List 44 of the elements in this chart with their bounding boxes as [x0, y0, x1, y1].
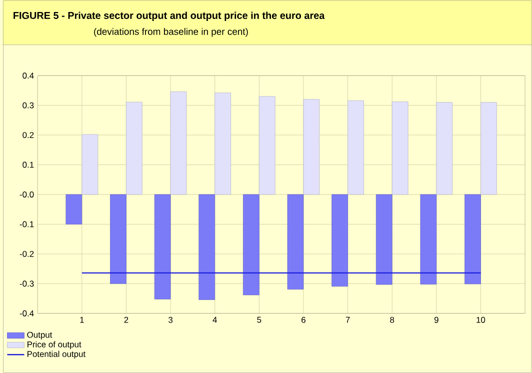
- bar: [214, 92, 231, 195]
- y-tick-label: 0.2: [22, 132, 34, 138]
- x-tick-label: 4: [212, 316, 217, 323]
- y-tick-label: -0.3: [20, 280, 34, 287]
- y-tick-label: 0.4: [22, 72, 34, 79]
- x-tick-label: 7: [346, 316, 350, 323]
- legend-label: Output: [27, 332, 52, 340]
- bar: [332, 194, 348, 287]
- legend-label: Price of output: [27, 341, 82, 350]
- chart-title: FIGURE 5 - Private sector output and output price in the euro area: [14, 12, 325, 21]
- bar: [420, 194, 437, 284]
- bar: [348, 100, 364, 195]
- bar: [258, 96, 276, 195]
- chart-subtitle: (deviations from baseline in per cent): [94, 28, 248, 37]
- y-tick-label: -0.4: [20, 310, 34, 316]
- bar: [126, 102, 142, 195]
- y-tick-label: -0.0: [20, 191, 34, 198]
- y-tick-label: -0.1: [20, 221, 34, 228]
- y-tick-label: 0.1: [22, 162, 34, 168]
- x-tick-label: 8: [390, 316, 394, 323]
- bar: [480, 102, 497, 195]
- bar: [243, 194, 260, 296]
- bar: [170, 91, 187, 195]
- x-tick-label: 6: [302, 316, 306, 323]
- bar: [287, 194, 304, 290]
- bar: [66, 194, 82, 224]
- bar: [436, 102, 453, 195]
- x-tick-label: 10: [476, 316, 486, 323]
- bar: [303, 99, 320, 195]
- legend-label: Potential output: [27, 350, 86, 359]
- x-tick-label: 2: [124, 316, 128, 323]
- bar: [464, 194, 481, 284]
- x-tick-label: 3: [168, 316, 173, 323]
- y-tick-label: -0.2: [20, 250, 34, 257]
- x-tick-label: 1: [80, 316, 84, 323]
- bar: [376, 194, 392, 285]
- x-tick-label: 5: [257, 316, 262, 323]
- bar: [198, 194, 216, 300]
- x-tick-label: 9: [434, 316, 438, 323]
- bar: [82, 134, 98, 195]
- y-tick-label: 0.3: [22, 102, 34, 108]
- bar: [154, 194, 171, 300]
- bar: [110, 194, 126, 284]
- bar: [392, 102, 408, 195]
